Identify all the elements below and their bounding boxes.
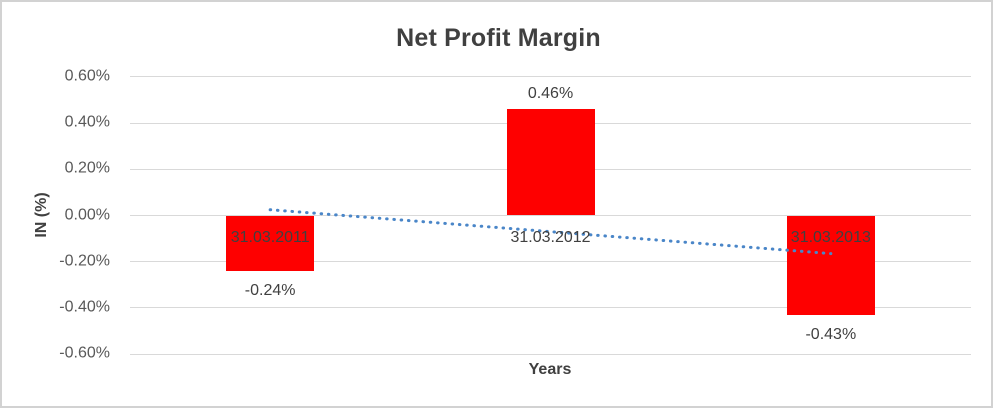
y-gridline (130, 261, 971, 263)
data-label: -0.24% (244, 281, 296, 299)
y-tick-label: 0.40% (64, 113, 110, 131)
data-label: 0.46% (527, 85, 574, 103)
y-tick-label: 0.20% (64, 159, 110, 177)
y-tick-label: 0.00% (64, 206, 110, 224)
y-tick-label: -0.60% (59, 344, 110, 362)
y-axis-title: IN (%) (33, 192, 50, 238)
y-tick-label: 0.60% (64, 67, 110, 85)
y-gridline (130, 307, 971, 309)
category-label: 31.03.2012 (510, 229, 591, 246)
category-label: 31.03.2011 (230, 229, 310, 246)
y-gridline (130, 76, 971, 78)
category-label: 31.03.2013 (790, 229, 871, 246)
bar-31.03.2012 (506, 109, 595, 216)
y-tick-label: -0.40% (59, 298, 110, 316)
chart-title: Net Profit Margin (396, 24, 601, 52)
y-tick-label: -0.20% (59, 252, 110, 270)
x-axis-title: Years (528, 361, 572, 378)
data-label: -0.43% (805, 325, 857, 343)
y-gridline (130, 353, 971, 355)
